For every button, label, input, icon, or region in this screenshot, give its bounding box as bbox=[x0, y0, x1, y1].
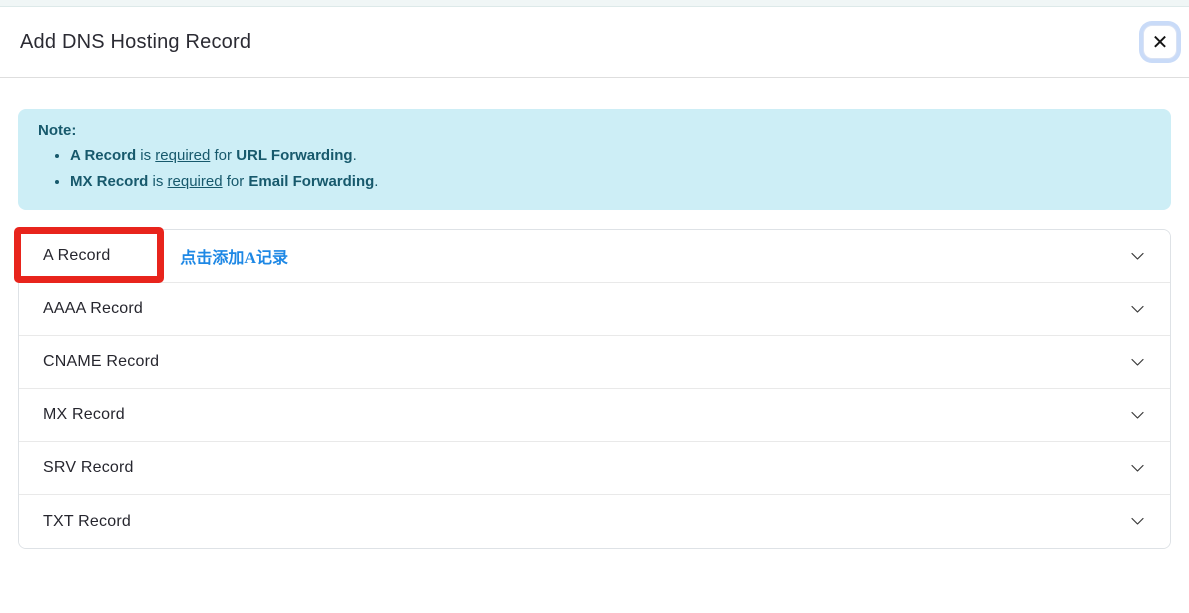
note-heading: Note: bbox=[38, 122, 77, 139]
accordion-row-label: MX Record bbox=[43, 406, 125, 423]
chevron-down-icon bbox=[1129, 248, 1146, 265]
accordion-row-label: AAAA Record bbox=[43, 300, 144, 317]
note-underlined-required: required bbox=[167, 173, 223, 190]
click-to-add-annotation: 点击添加A记录 bbox=[180, 250, 288, 267]
chevron-down-icon bbox=[1129, 301, 1146, 318]
note-list: A Record is required for URL Forwarding.… bbox=[38, 143, 1151, 195]
note-underlined-required: required bbox=[155, 147, 211, 164]
close-button[interactable]: ✕ bbox=[1143, 25, 1177, 59]
modal-title: Add DNS Hosting Record bbox=[20, 30, 252, 53]
note-item-a-record: A Record is required for URL Forwarding. bbox=[70, 143, 1151, 169]
accordion-row-txt-record[interactable]: TXT Record bbox=[19, 495, 1170, 548]
accordion-row-label: A Record bbox=[43, 247, 111, 264]
modal-body: Note: A Record is required for URL Forwa… bbox=[0, 109, 1189, 549]
chevron-down-icon bbox=[1129, 354, 1146, 371]
accordion-row-a-record[interactable]: A Record 点击添加A记录 bbox=[19, 230, 1170, 283]
note-bold-record: MX Record bbox=[70, 173, 149, 190]
accordion-row-cname-record[interactable]: CNAME Record bbox=[19, 336, 1170, 389]
note-bold-forwarding: Email Forwarding bbox=[248, 173, 375, 190]
chevron-down-icon bbox=[1129, 407, 1146, 424]
record-accordion: A Record 点击添加A记录 AAAA Record CNAME Recor… bbox=[18, 229, 1171, 549]
chevron-down-icon bbox=[1129, 460, 1146, 477]
accordion-row-aaaa-record[interactable]: AAAA Record bbox=[19, 283, 1170, 336]
accordion-row-label: CNAME Record bbox=[43, 353, 160, 370]
accordion-row-label: SRV Record bbox=[43, 459, 134, 476]
close-icon: ✕ bbox=[1151, 30, 1169, 54]
chevron-down-icon bbox=[1129, 513, 1146, 530]
accordion-row-label: TXT Record bbox=[43, 512, 131, 530]
note-item-mx-record: MX Record is required for Email Forwardi… bbox=[70, 169, 1151, 195]
accordion-row-srv-record[interactable]: SRV Record bbox=[19, 442, 1170, 495]
note-box: Note: A Record is required for URL Forwa… bbox=[18, 109, 1171, 210]
modal-header: Add DNS Hosting Record ✕ bbox=[0, 7, 1189, 78]
page-background-strip bbox=[0, 0, 1189, 7]
accordion-row-mx-record[interactable]: MX Record bbox=[19, 389, 1170, 442]
note-bold-record: A Record bbox=[70, 147, 137, 164]
note-bold-forwarding: URL Forwarding bbox=[236, 147, 353, 164]
